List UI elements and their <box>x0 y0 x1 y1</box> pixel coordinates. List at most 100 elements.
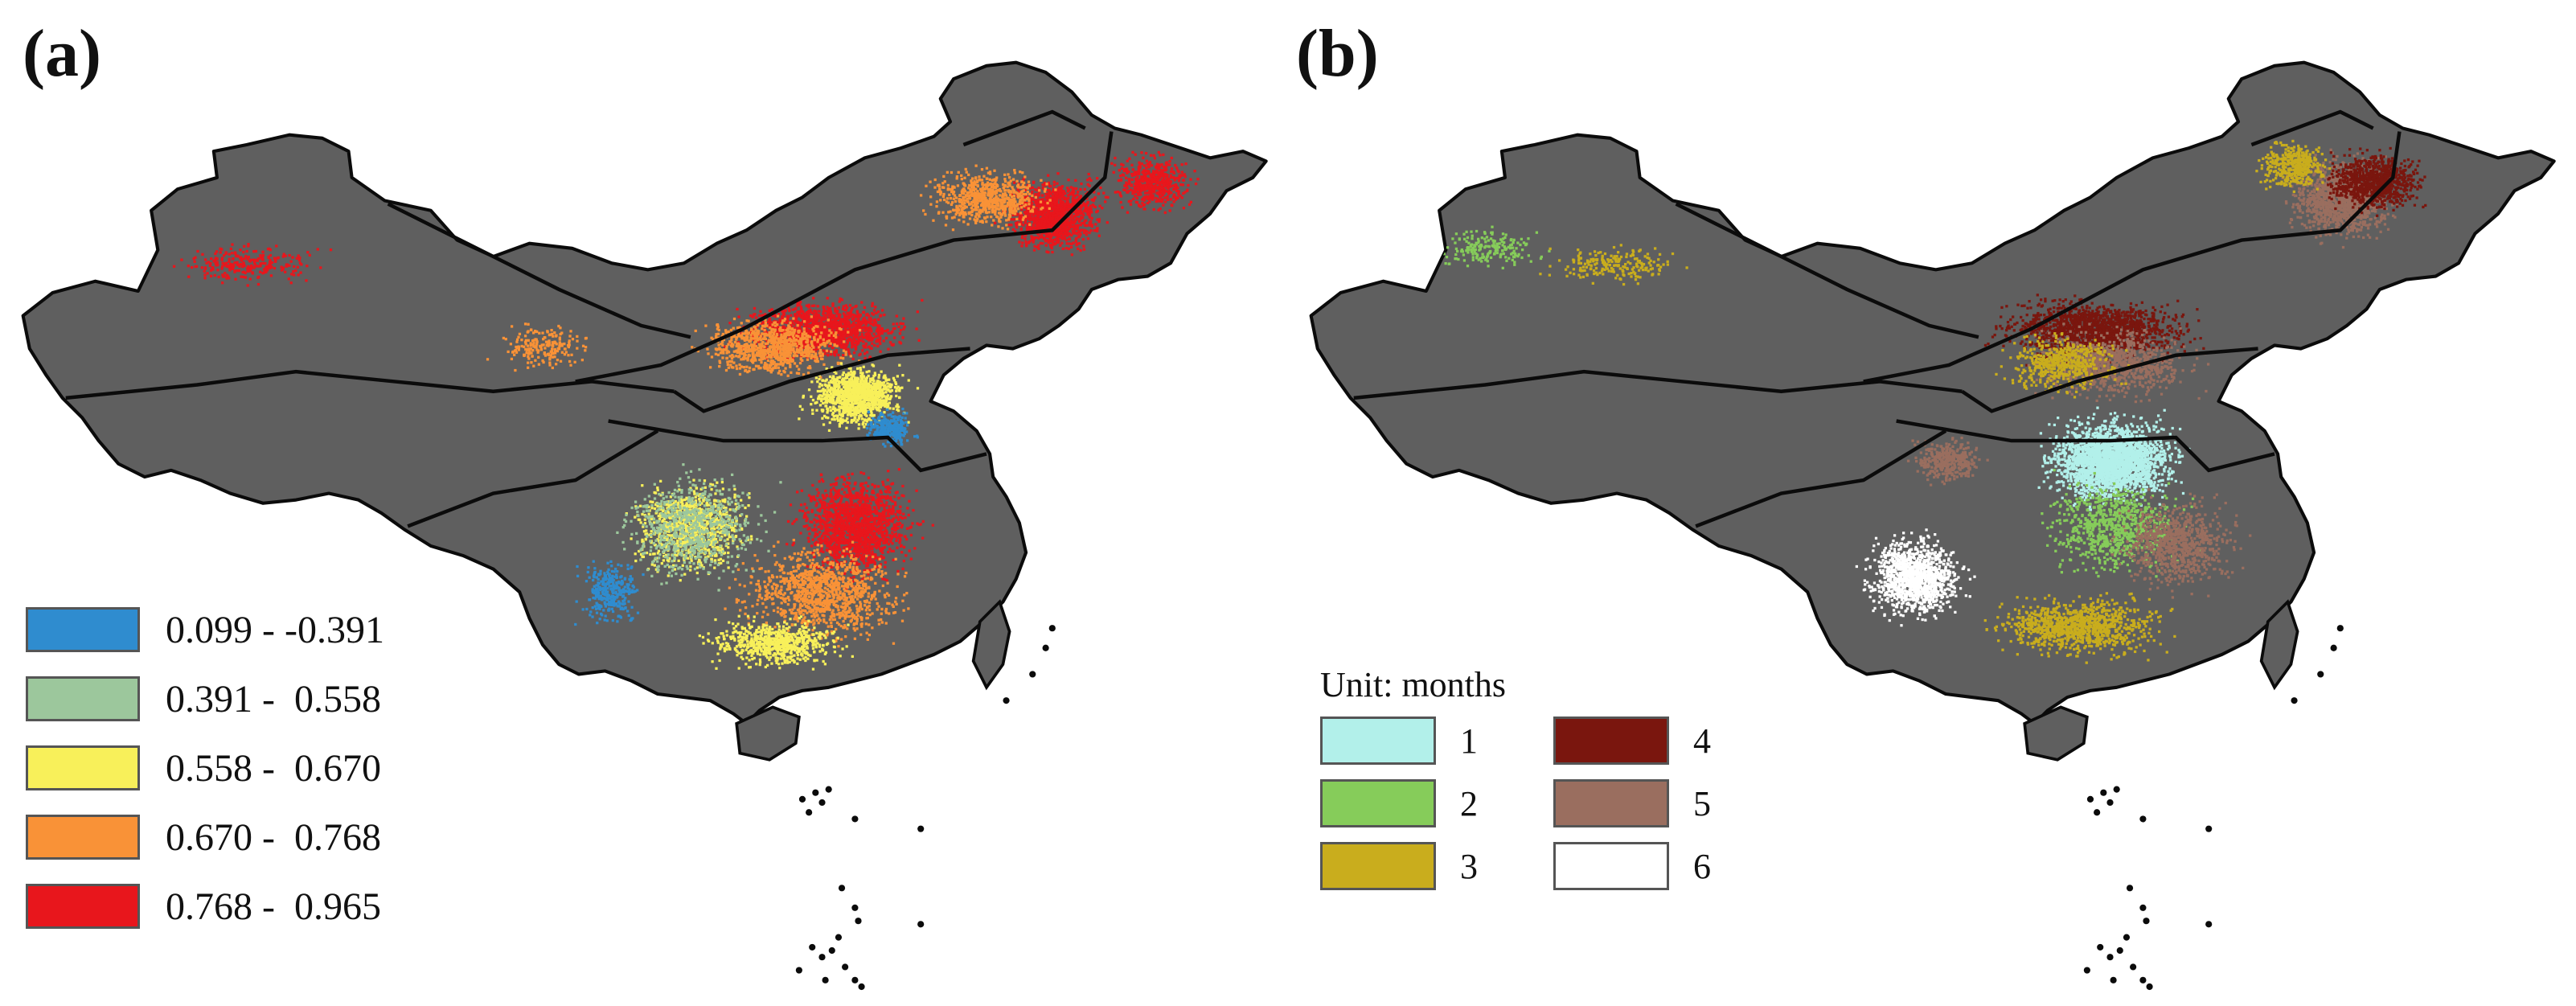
legend-a-swatch <box>26 815 140 860</box>
legend-a-item: 0.768 - 0.965 <box>26 872 384 941</box>
legend-a: 0.099 - -0.391 0.391 - 0.558 0.558 - 0.6… <box>26 595 384 941</box>
south-sea-island <box>2126 885 2134 892</box>
legend-a-item: 0.558 - 0.670 <box>26 733 384 803</box>
south-sea-island <box>838 885 846 892</box>
map-a <box>21 60 1268 991</box>
legend-b-item: 4 <box>1553 717 1762 765</box>
legend-b-swatch <box>1320 779 1436 827</box>
south-sea-island <box>2336 625 2344 632</box>
south-sea-island <box>798 795 806 803</box>
south-sea-island <box>2291 697 2298 704</box>
south-sea-island <box>2113 786 2120 793</box>
legend-a-item: 0.391 - 0.558 <box>26 664 384 733</box>
china-landmass <box>21 60 1268 725</box>
zone-boundary <box>2250 109 2374 147</box>
south-sea-island <box>818 954 826 961</box>
panel-a: (a) 0.099 - -0.391 0.391 - 0.558 0.558 -… <box>21 14 1268 991</box>
legend-b-item: 2 <box>1320 779 1553 827</box>
legend-b-item: 3 <box>1320 842 1553 890</box>
south-sea-island <box>2330 644 2337 651</box>
south-sea-island <box>795 967 802 974</box>
legend-b-item: 6 <box>1553 842 1762 890</box>
south-sea-island <box>825 786 832 793</box>
hainan-island <box>735 705 801 762</box>
south-sea-island <box>2083 967 2090 974</box>
zone-boundary <box>1961 347 2258 413</box>
legend-a-item: 0.099 - -0.391 <box>26 595 384 664</box>
legend-a-swatch <box>26 884 140 929</box>
south-sea-island <box>851 976 859 983</box>
south-sea-island <box>2146 983 2153 991</box>
south-sea-island <box>2110 976 2117 983</box>
zone-boundary <box>575 131 1114 384</box>
legend-b-label: 4 <box>1693 721 1711 762</box>
south-sea-island <box>806 809 813 816</box>
south-sea-island <box>851 904 859 911</box>
south-sea-island <box>2143 918 2150 925</box>
south-sea-island <box>2086 795 2094 803</box>
south-sea-island <box>809 943 816 951</box>
value-pixels <box>1430 139 2427 664</box>
panel-b: (b) Unit: months 1 4 2 5 3 <box>1288 0 2576 1006</box>
south-sea-island <box>917 921 925 928</box>
south-sea-island <box>2317 671 2324 678</box>
legend-a-swatch <box>26 745 140 790</box>
south-sea-island <box>835 934 843 941</box>
south-sea-island <box>818 799 826 807</box>
legend-a-item: 0.670 - 0.768 <box>26 803 384 872</box>
legend-b-swatch <box>1320 717 1436 765</box>
south-sea-island <box>2130 963 2137 971</box>
legend-b-item: 1 <box>1320 717 1553 765</box>
legend-b-label: 1 <box>1460 721 1478 762</box>
south-sea-island <box>2100 789 2107 796</box>
south-sea-island <box>858 983 865 991</box>
taiwan-island <box>2259 599 2299 691</box>
south-sea-island <box>851 815 859 823</box>
map-b <box>1309 60 2556 991</box>
south-sea-island <box>828 946 835 955</box>
south-sea-island <box>855 918 862 925</box>
legend-b-swatch <box>1553 842 1669 890</box>
zone-boundary <box>1353 369 1963 400</box>
south-sea-island <box>1042 644 1049 651</box>
south-sea-island <box>917 825 925 832</box>
legend-a-label: 0.391 - 0.558 <box>166 677 381 721</box>
south-sea-island <box>2094 809 2101 816</box>
panel-label-a: (a) <box>23 14 101 92</box>
south-sea-island <box>2106 799 2114 807</box>
south-sea-island <box>2139 815 2147 823</box>
zone-boundary <box>962 109 1086 147</box>
zone-boundary <box>608 419 987 473</box>
legend-b-unit: Unit: months <box>1320 664 1762 705</box>
zone-boundary <box>65 369 675 400</box>
legend-a-swatch <box>26 607 140 652</box>
legend-a-label: 0.670 - 0.768 <box>166 815 381 860</box>
legend-b-swatch <box>1320 842 1436 890</box>
legend-b: Unit: months 1 4 2 5 3 <box>1320 664 1762 890</box>
legend-a-label: 0.768 - 0.965 <box>166 885 381 929</box>
legend-a-swatch <box>26 676 140 721</box>
zone-boundary <box>407 429 659 528</box>
legend-b-swatch <box>1553 717 1669 765</box>
legend-a-label: 0.558 - 0.670 <box>166 746 381 790</box>
south-sea-island <box>2139 976 2147 983</box>
south-sea-island <box>2139 904 2147 911</box>
hainan-island <box>2023 705 2089 762</box>
zone-boundary <box>673 347 970 413</box>
zone-boundary <box>387 202 691 339</box>
south-sea-island <box>2097 943 2104 951</box>
zone-boundary <box>1863 131 2402 384</box>
south-sea-island <box>2205 921 2213 928</box>
south-sea-island <box>2116 946 2123 955</box>
south-sea-island <box>842 963 849 971</box>
south-sea-island <box>812 789 819 796</box>
zone-boundary <box>1896 419 2275 473</box>
legend-b-label: 5 <box>1693 783 1711 824</box>
zone-boundary <box>1695 429 1947 528</box>
south-sea-island <box>822 976 829 983</box>
legend-b-item: 5 <box>1553 779 1762 827</box>
legend-b-swatch <box>1553 779 1669 827</box>
china-landmass <box>1309 60 2556 725</box>
taiwan-island <box>971 599 1011 691</box>
legend-a-label: 0.099 - -0.391 <box>166 608 384 652</box>
